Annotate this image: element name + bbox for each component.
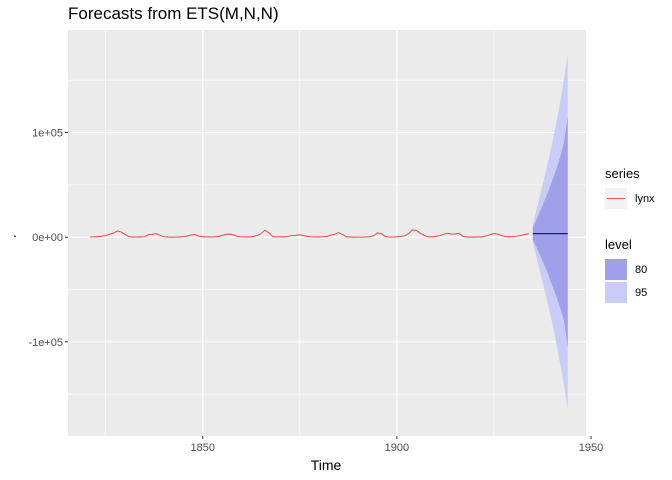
y-tick-label: -1e+05 [28, 337, 63, 349]
lynx-series-line [90, 229, 530, 238]
major-gridlines [68, 30, 586, 436]
legend-title-series: series [605, 166, 640, 181]
legend-key-95 [605, 282, 627, 303]
legend-label-lynx: lynx [635, 193, 655, 205]
legend-label-80: 80 [635, 264, 647, 276]
y-axis-title: . [13, 224, 17, 240]
x-tick-label: 1850 [190, 442, 214, 454]
chart-title: Forecasts from ETS(M,N,N) [68, 4, 279, 23]
legend-title-level: level [605, 237, 632, 252]
y-tick-label: 0e+00 [32, 232, 63, 244]
x-tick-label: 1950 [579, 442, 603, 454]
x-tick-label: 1900 [385, 442, 409, 454]
minor-gridlines [68, 30, 586, 436]
legend-key-80 [605, 259, 627, 280]
series-lines [90, 229, 568, 238]
legend-label-95: 95 [635, 287, 647, 299]
plot-panel [68, 30, 586, 436]
y-axis-ticks: -1e+05 0e+00 1e+05 [28, 128, 68, 349]
band-80 [532, 116, 568, 348]
y-tick-label: 1e+05 [32, 128, 63, 140]
x-axis-title: Time [311, 457, 342, 473]
x-axis-ticks: 1850 1900 1950 [190, 436, 603, 454]
prediction-intervals [532, 54, 568, 410]
